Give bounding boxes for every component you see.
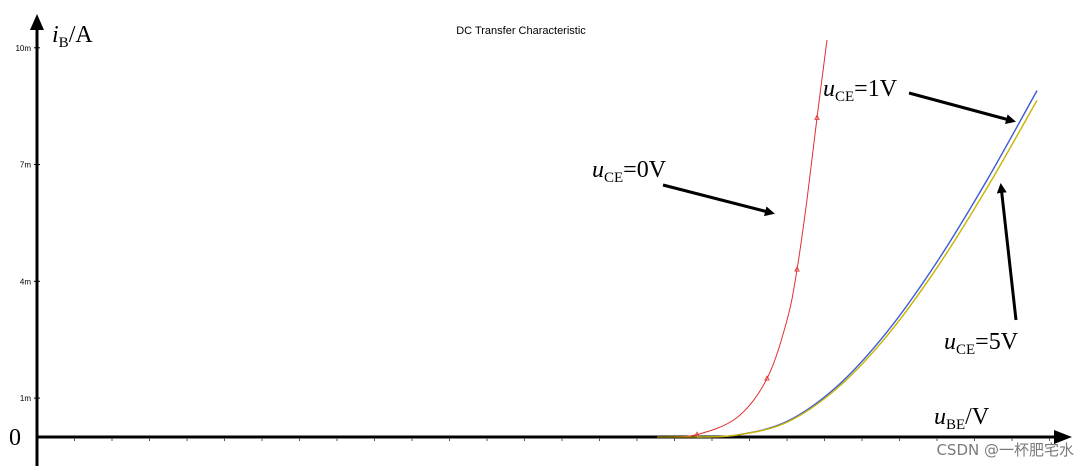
y-axis-arrow: [30, 14, 44, 30]
annotation-arrow-1v: [908, 91, 1016, 125]
y-axis-title: iB/A: [52, 22, 93, 51]
svg-text:uCE=1V: uCE=1V: [823, 76, 898, 105]
svg-text:uCE=0V: uCE=0V: [592, 157, 667, 186]
series-line-1: [696, 90, 1038, 438]
series-marker: [764, 375, 770, 381]
series-line-2: [696, 99, 1038, 438]
x-axis-title: uBE/V: [934, 404, 990, 433]
annotation-uce-5v: uCE=5V: [944, 183, 1019, 358]
series-marker: [794, 266, 800, 272]
chart-title: DC Transfer Characteristic: [456, 25, 586, 37]
series-marker: [814, 114, 820, 120]
y-ticks: 10m 7m 4m 1m: [15, 44, 40, 403]
y-tick-label: 10m: [15, 44, 31, 53]
x-ticks: [74, 438, 1050, 441]
svg-text:uCE=5V: uCE=5V: [944, 329, 1019, 358]
annotation-uce-1v: uCE=1V: [823, 76, 1016, 125]
series-layer: [657, 39, 1038, 438]
annotation-arrow-5v: [996, 183, 1018, 321]
y-tick-label: 7m: [20, 161, 31, 170]
x-axis-arrow: [1054, 430, 1072, 444]
origin-label: 0: [9, 425, 21, 451]
annotation-uce-0v: uCE=0V: [592, 157, 775, 217]
y-tick-label: 1m: [20, 394, 31, 403]
series-line-0: [666, 39, 828, 438]
series-marker: [694, 431, 700, 437]
annotation-arrow-0v: [662, 183, 775, 217]
watermark: CSDN @一杯肥宅水: [936, 441, 1074, 459]
y-tick-label: 4m: [20, 277, 31, 286]
